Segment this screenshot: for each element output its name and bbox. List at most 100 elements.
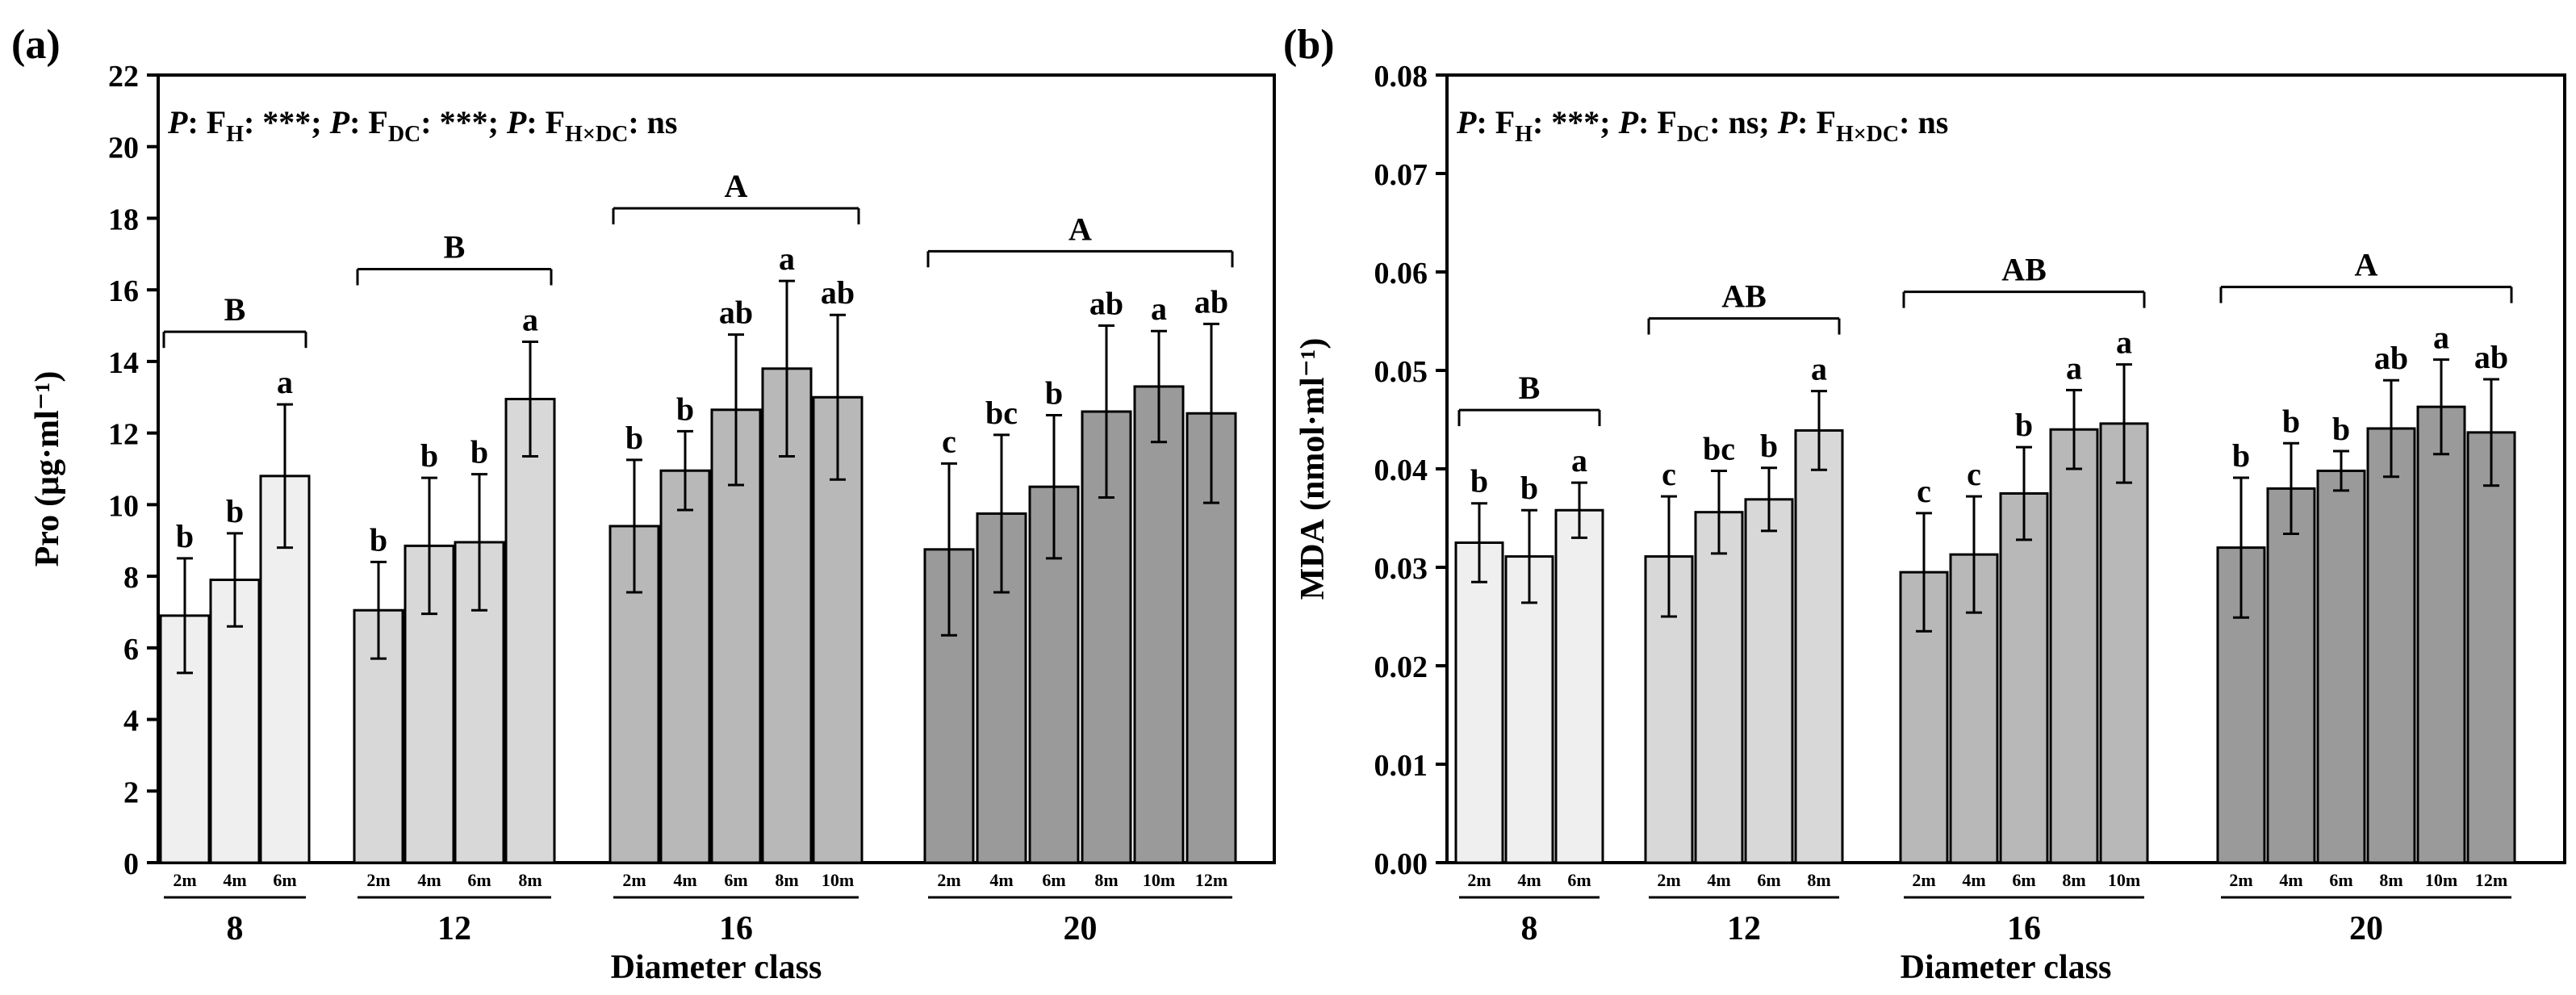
x-tick-label: 2m [937, 870, 960, 890]
panel-b: (b) 0.00 0.01 0.02 0.03 0.04 0.05 0.06 0.07 0.08 M… [1283, 22, 2566, 986]
significance-letter: b [2232, 437, 2250, 474]
group-diameter-16: b 2m b 4m ab 6m a 8m ab 10m A 16 [608, 168, 864, 947]
stats-subscript: H×DC [565, 122, 628, 147]
x-tick-label: 10m [1143, 870, 1175, 890]
group-bracket: A [612, 168, 860, 225]
diameter-class-label: 16 [719, 910, 753, 947]
significance-letter: ab [2474, 339, 2508, 375]
x-tick-label: 6m [273, 870, 296, 890]
x-tick-label: 2m [622, 870, 646, 890]
x-tick-label: 8m [1094, 870, 1118, 890]
group-bracket: A [2219, 247, 2513, 303]
significance-letter: ab [2374, 340, 2408, 376]
stats-subscript: H [226, 122, 244, 147]
significance-letter: c [1662, 456, 1676, 492]
y-tick-label: 0.02 [1374, 650, 1428, 684]
group-bracket: B [356, 229, 553, 286]
significance-letter: b [625, 420, 643, 456]
x-tick-label: 4m [1707, 870, 1730, 890]
y-axis-label-unit: (nmol·ml⁻¹) [1294, 338, 1332, 511]
group-letter: A [725, 168, 748, 204]
y-axis-label: MDA (nmol·ml⁻¹) [1294, 338, 1332, 600]
stats-p: P [1456, 104, 1477, 140]
significance-letter: b [226, 493, 244, 529]
bar [1554, 508, 1604, 864]
significance-letter: ab [1089, 286, 1123, 322]
group-letter: B [444, 229, 466, 265]
bar [2316, 469, 2366, 864]
group-letter: B [224, 291, 246, 328]
x-tick-label: 2m [1467, 870, 1491, 890]
bar [1504, 555, 1554, 864]
y-tick-label: 14 [108, 346, 139, 380]
stats-p: P [1777, 104, 1798, 140]
diameter-class-label: 20 [1064, 910, 1098, 947]
significance-letter: c [942, 423, 956, 459]
stats-p: P [167, 104, 188, 140]
group-diameter-12: b 2m b 4m b 6m a 8m B 12 [353, 229, 556, 947]
x-tick-label: 4m [1962, 870, 1985, 890]
bar [1133, 385, 1185, 864]
y-tick-label: 22 [108, 60, 139, 94]
diameter-class-label: 16 [2007, 910, 2041, 947]
group-letter: AB [1721, 278, 1767, 315]
group-diameter-8: b 2m b 4m a 6m B 8 [159, 291, 311, 947]
significance-letter: a [2433, 320, 2449, 356]
y-tick-label: 10 [108, 489, 139, 523]
x-tick-label: 8m [775, 870, 798, 890]
diameter-class-label: 8 [227, 910, 244, 947]
x-tick-label: 8m [518, 870, 542, 890]
y-tick-label: 20 [108, 132, 139, 165]
y-tick-label: 0.06 [1374, 257, 1428, 291]
y-tick-label: 0.05 [1374, 355, 1428, 389]
significance-letter: b [420, 437, 438, 474]
significance-letter: bc [1703, 430, 1735, 466]
stats-factor: : F [349, 104, 388, 140]
x-tick-label: 8m [2062, 870, 2085, 890]
y-tick-label: 0.01 [1374, 749, 1428, 783]
y-axis-label-main: MDA [1294, 518, 1332, 600]
x-tick-label: 12m [1195, 870, 1227, 890]
group-bracket: AB [1647, 278, 1841, 335]
group-bracket: AB [1902, 252, 2146, 308]
stats-factor: : F [1797, 104, 1836, 140]
panel-label: (a) [11, 22, 61, 68]
x-axis-label: Diameter class [1901, 949, 2112, 986]
y-tick-label: 0.03 [1374, 552, 1428, 586]
x-tick-label: 10m [2108, 870, 2140, 890]
x-tick-label: 4m [1517, 870, 1541, 890]
x-tick-label: 2m [2229, 870, 2252, 890]
group-diameter-20: b 2m b 4m b 6m ab 8m a 10m ab 12m A 20 [2216, 247, 2516, 947]
y-tick-label: 0.00 [1374, 847, 1428, 881]
significance-letter: b [1470, 463, 1488, 500]
bar [1694, 511, 1744, 864]
stats-subscript: H [1515, 122, 1533, 147]
stats-factor: : F [1476, 104, 1515, 140]
stats-annotation: P: FH: ***; P: FDC: ns; P: FH×DC: ns [1456, 104, 1948, 147]
y-axis-label-main: Pro [29, 515, 66, 567]
y-tick-label: 0.07 [1374, 158, 1428, 192]
x-tick-label: 4m [673, 870, 696, 890]
significance-letter: b [470, 434, 488, 470]
significance-letter: bc [985, 395, 1018, 431]
significance-letter: a [2116, 324, 2132, 361]
significance-letter: a [522, 302, 538, 338]
y-tick-label: 0 [123, 847, 139, 881]
significance-letter: c [1917, 473, 1931, 509]
significance-letter: b [2332, 411, 2350, 447]
y-axis-label-unit: (μg·ml⁻¹) [29, 371, 66, 507]
bar [2049, 428, 2099, 864]
bar [659, 469, 711, 864]
x-tick-label: 6m [1757, 870, 1780, 890]
group-diameter-16: c 2m c 4m b 6m a 8m a 10m AB 16 [1899, 252, 2149, 947]
stats-annotation: P: FH: ***; P: FDC: ***; P: FH×DC: ns [167, 104, 677, 147]
significance-letter: b [176, 518, 194, 554]
significance-letter: b [370, 521, 387, 558]
y-tick-label: 8 [123, 561, 139, 595]
stats-value: : ***; [420, 104, 507, 140]
x-tick-label: 2m [173, 870, 196, 890]
bar [504, 397, 556, 864]
group-bracket: B [162, 291, 307, 349]
significance-letter: c [1967, 456, 1981, 492]
